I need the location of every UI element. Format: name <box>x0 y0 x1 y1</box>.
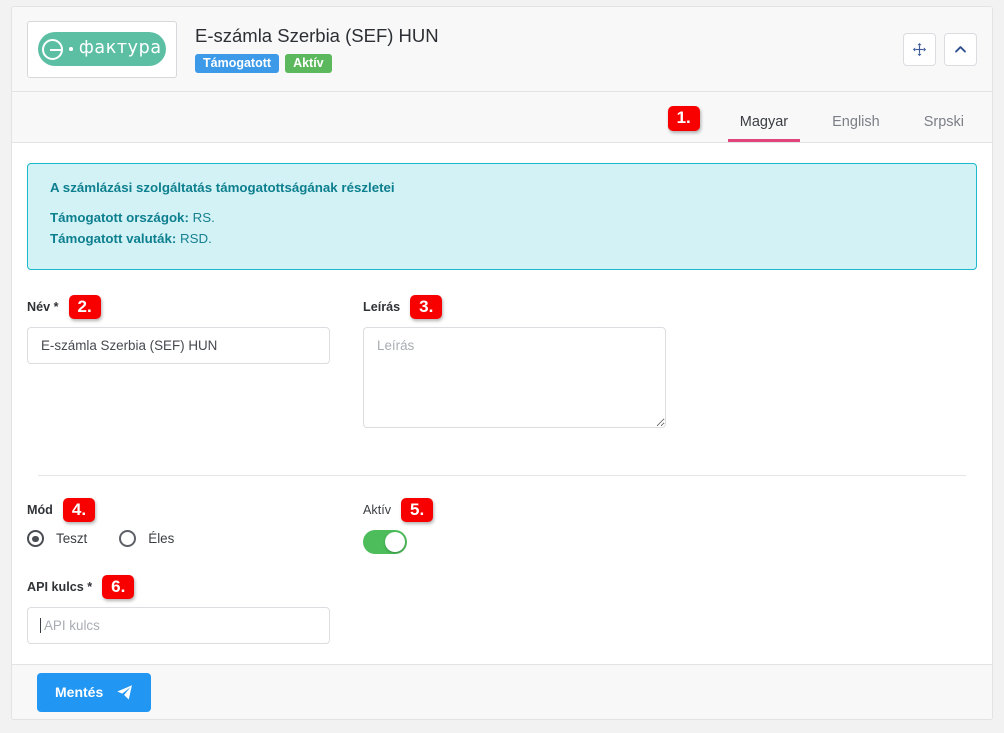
card-body: A számlázási szolgáltatás támogatottságá… <box>12 143 992 665</box>
language-tabs: 1. Magyar English Srpski <box>12 92 992 143</box>
send-icon <box>117 684 133 700</box>
api-key-field-group: API kulcs * 6. <box>27 574 351 645</box>
header-actions <box>903 33 977 66</box>
tab-magyar-label: Magyar <box>739 113 789 130</box>
header-text-group: E-számla Szerbia (SEF) HUN Támogatott Ak… <box>195 25 439 74</box>
mode-option-test[interactable]: Teszt <box>27 530 88 548</box>
save-button-label: Mentés <box>55 684 104 700</box>
radio-test-icon[interactable] <box>27 530 44 548</box>
mode-field-group: Mód 4. Teszt Éles API kulcs * <box>27 497 351 645</box>
description-label: Leírás 3. <box>363 294 687 320</box>
active-label: Aktív 5. <box>363 497 687 523</box>
api-key-label: API kulcs * 6. <box>27 574 351 600</box>
logo-frame: фактура <box>27 20 177 78</box>
api-key-input[interactable] <box>27 607 330 645</box>
card-header: фактура E-számla Szerbia (SEF) HUN Támog… <box>12 7 992 92</box>
name-label-text: Név * <box>27 300 59 315</box>
name-field-group: Név * 2. <box>27 294 351 433</box>
tab-english-label: English <box>832 113 880 130</box>
mode-label: Mód 4. <box>27 497 351 523</box>
tab-srpski[interactable]: Srpski <box>902 113 986 143</box>
step-marker-2: 2. <box>68 294 101 320</box>
supported-currencies-line: Támogatott valuták: RSD. <box>50 229 954 250</box>
tab-magyar[interactable]: Magyar <box>718 113 810 143</box>
tab-english[interactable]: English <box>810 113 902 143</box>
description-label-text: Leírás <box>363 300 401 315</box>
support-info-title: A számlázási szolgáltatás támogatottságá… <box>50 180 395 195</box>
text-cursor <box>40 618 41 634</box>
chevron-up-icon <box>955 46 966 53</box>
logo-wordmark: фактура <box>78 38 162 59</box>
mode-option-live[interactable]: Éles <box>119 530 175 548</box>
step-marker-1: 1. <box>667 106 700 131</box>
tab-srpski-label: Srpski <box>923 113 964 130</box>
active-field-group: Aktív 5. <box>363 497 687 644</box>
supported-countries-value: RS. <box>192 210 215 225</box>
save-button[interactable]: Mentés <box>37 672 152 712</box>
section-divider <box>38 475 966 477</box>
api-key-input-wrap <box>27 607 330 645</box>
description-field-group: Leírás 3. <box>363 294 687 433</box>
description-textarea[interactable] <box>363 327 666 429</box>
radio-live-icon[interactable] <box>119 530 137 548</box>
header-badges: Támogatott Aktív <box>195 53 439 74</box>
name-label: Név * 2. <box>27 294 351 320</box>
mode-option-test-label: Teszt <box>56 531 88 547</box>
logo-dot <box>69 47 73 51</box>
status-badge-supported: Támogatott <box>195 53 280 74</box>
move-icon <box>912 42 927 57</box>
form-row-bottom: Mód 4. Teszt Éles API kulcs * <box>27 497 977 645</box>
active-label-text: Aktív <box>363 503 391 518</box>
supported-countries-label: Támogatott országok: <box>50 210 189 225</box>
supported-currencies-label: Támogatott valuták: <box>50 230 177 246</box>
active-toggle[interactable] <box>363 530 407 555</box>
e-faktura-logo-icon: фактура <box>38 32 166 66</box>
supported-countries-line: Támogatott országok: RS. <box>50 208 954 229</box>
api-key-label-text: API kulcs * <box>27 580 93 595</box>
support-info-box: A számlázási szolgáltatás támogatottságá… <box>27 163 977 271</box>
status-badge-active: Aktív <box>285 53 332 74</box>
integration-settings-card: фактура E-számla Szerbia (SEF) HUN Támog… <box>11 6 993 720</box>
step-marker-5: 5. <box>401 497 434 523</box>
logo-e-glyph <box>42 38 64 60</box>
mode-radio-group: Teszt Éles <box>27 530 351 548</box>
collapse-button[interactable] <box>944 33 977 66</box>
step-marker-6: 6. <box>102 574 135 600</box>
card-footer: Mentés <box>12 664 992 719</box>
mode-label-text: Mód <box>27 503 53 518</box>
step-marker-4: 4. <box>62 497 96 523</box>
name-input[interactable] <box>27 327 330 365</box>
step-marker-3: 3. <box>410 294 443 320</box>
move-button[interactable] <box>903 33 936 66</box>
mode-option-live-label: Éles <box>148 531 175 547</box>
form-row-top: Név * 2. Leírás 3. <box>27 294 977 433</box>
supported-currencies-value: RSD. <box>180 230 212 246</box>
page-title: E-számla Szerbia (SEF) HUN <box>195 24 439 46</box>
